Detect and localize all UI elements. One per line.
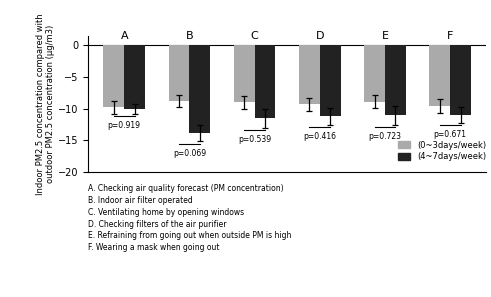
Text: p=0.069: p=0.069	[173, 149, 206, 158]
Bar	[450, 45, 471, 115]
Y-axis label: Indoor PM2.5 concentration compared with
outdoor PM2.5 concentration (μg/m3): Indoor PM2.5 concentration compared with…	[36, 13, 55, 195]
Text: F: F	[447, 31, 453, 41]
Text: C: C	[251, 31, 258, 41]
Text: A. Checking air quality forecast (PM concentration)
B. Indoor air filter operate: A. Checking air quality forecast (PM con…	[88, 184, 292, 252]
Bar	[385, 45, 406, 115]
Text: p=0.919: p=0.919	[108, 121, 141, 130]
Text: D: D	[316, 31, 324, 41]
Bar	[255, 45, 275, 118]
Bar	[320, 45, 341, 116]
Text: p=0.416: p=0.416	[303, 132, 336, 141]
Bar	[104, 45, 124, 108]
Text: p=0.723: p=0.723	[369, 132, 402, 141]
Bar	[299, 45, 320, 104]
Bar	[364, 45, 385, 102]
Text: E: E	[382, 31, 388, 41]
Bar	[124, 45, 145, 109]
Legend: (0~3days/week), (4~7days/week): (0~3days/week), (4~7days/week)	[398, 141, 486, 161]
Text: A: A	[120, 31, 128, 41]
Text: p=0.539: p=0.539	[238, 135, 271, 144]
Bar	[190, 45, 210, 133]
Bar	[429, 45, 450, 105]
Bar	[234, 45, 255, 102]
Text: p=0.671: p=0.671	[434, 130, 467, 139]
Bar	[168, 45, 190, 101]
Text: B: B	[186, 31, 193, 41]
